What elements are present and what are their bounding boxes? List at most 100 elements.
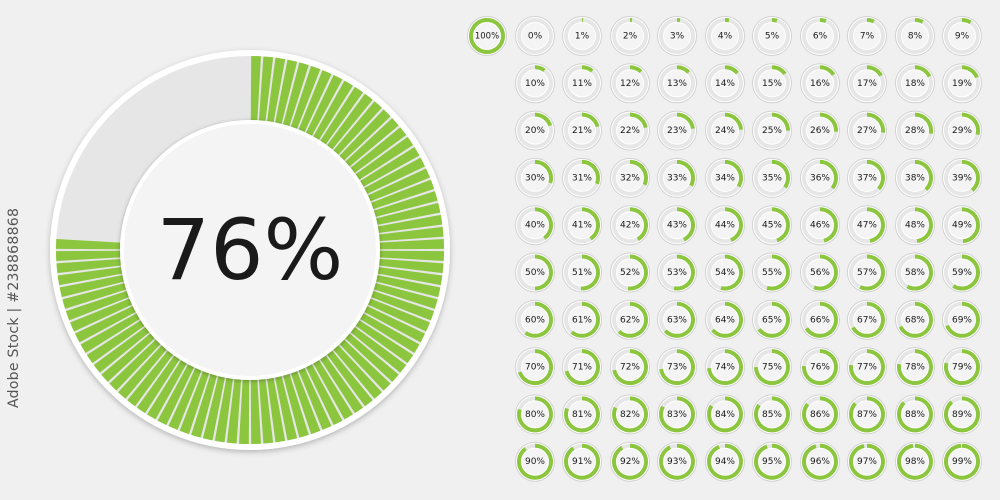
big-indicator-segment — [358, 147, 420, 188]
big-indicator-segment — [136, 354, 181, 414]
indicator-fill — [535, 207, 553, 240]
big-indicator-segment — [168, 366, 203, 430]
indicator-fill — [962, 159, 980, 192]
big-indicator-segment — [202, 374, 226, 441]
percentage-indicator: 74% — [705, 347, 745, 388]
percentage-indicator: 42% — [610, 205, 650, 246]
percentage-indicator: 71% — [562, 347, 602, 388]
indicator-fill — [772, 207, 790, 243]
big-percentage-indicator: 76% — [50, 50, 450, 450]
big-indicator-segment — [366, 297, 430, 332]
percentage-indicator: 60% — [515, 299, 555, 340]
percentage-indicator: 10% — [515, 63, 555, 104]
indicator-center — [758, 353, 786, 382]
big-indicator-segment — [239, 377, 250, 444]
percentage-indicator: 7% — [847, 16, 887, 56]
indicator-label: 25% — [762, 126, 782, 136]
indicator-center — [758, 400, 786, 429]
indicator-center — [758, 163, 786, 192]
indicator-label: 60% — [525, 315, 545, 325]
indicator-center — [711, 400, 739, 429]
indicator-fill — [725, 207, 743, 242]
indicator-center — [521, 22, 549, 50]
indicator-center — [663, 163, 691, 192]
indicator-center — [663, 258, 691, 287]
indicator-center — [711, 69, 739, 98]
percentage-indicator: 50% — [515, 252, 555, 293]
percentage-indicator: 39% — [942, 157, 982, 198]
indicator-fill — [820, 207, 839, 243]
indicator-label: 82% — [620, 410, 640, 420]
big-indicator-segment — [290, 369, 321, 435]
percentage-indicator: 70% — [515, 347, 555, 388]
big-indicator-segment — [375, 266, 443, 286]
indicator-label: 90% — [525, 457, 545, 467]
percentage-indicator: 26% — [800, 110, 840, 151]
big-indicator-segment — [147, 358, 188, 420]
indicator-center — [758, 305, 786, 334]
big-indicator-segment — [101, 332, 157, 382]
indicator-label: 56% — [810, 268, 830, 278]
indicator-center — [663, 69, 691, 98]
percentage-indicator: 81% — [562, 394, 602, 435]
big-indicator-segment — [86, 319, 146, 364]
percentage-indicator: 61% — [562, 299, 602, 340]
big-indicator-segment — [362, 305, 426, 343]
percentage-indicator: 40% — [515, 205, 555, 246]
big-indicator-segment — [343, 118, 399, 168]
indicator-fill — [535, 112, 553, 127]
indicator-center — [806, 116, 834, 145]
indicator-label: 75% — [762, 363, 782, 373]
indicator-label: 13% — [667, 79, 687, 89]
indicator-label: 15% — [762, 79, 782, 89]
indicator-label: 54% — [715, 268, 735, 278]
percentage-indicator: 59% — [942, 252, 982, 293]
indicator-label: 62% — [620, 315, 640, 325]
indicator-label: 53% — [667, 268, 687, 278]
percentage-indicator: 78% — [895, 347, 935, 388]
indicator-label: 63% — [667, 315, 687, 325]
percentage-indicator: 100% — [467, 16, 507, 56]
big-indicator-segment — [274, 59, 298, 126]
indicator-label: 81% — [572, 410, 592, 420]
big-indicator-segment — [290, 65, 321, 131]
indicator-center — [948, 305, 976, 334]
percentage-indicator: 33% — [657, 157, 697, 198]
percentage-indicator: 35% — [752, 157, 792, 198]
big-indicator-segment — [266, 375, 286, 443]
indicator-center — [521, 69, 549, 98]
indicator-label: 76% — [810, 363, 830, 373]
indicator-label: 5% — [765, 32, 780, 42]
indicator-fill — [677, 207, 695, 242]
indicator-label: 99% — [952, 457, 972, 467]
percentage-indicator: 57% — [847, 252, 887, 293]
indicator-label: 91% — [572, 457, 592, 467]
big-indicator-segment — [258, 377, 274, 444]
indicator-center — [616, 22, 644, 50]
percentage-indicator: 95% — [752, 441, 792, 482]
indicator-label: 64% — [715, 315, 735, 325]
indicator-label: 34% — [715, 173, 735, 183]
indicator-fill — [915, 207, 933, 244]
indicator-center — [663, 305, 691, 334]
indicator-center — [853, 22, 881, 50]
indicator-center — [568, 163, 596, 192]
indicator-center — [616, 163, 644, 192]
big-indicator-segment — [312, 358, 353, 420]
indicator-label: 59% — [952, 268, 972, 278]
indicator-center — [853, 211, 881, 240]
indicator-center — [853, 258, 881, 287]
indicator-label: 92% — [620, 457, 640, 467]
indicator-center — [711, 22, 739, 50]
indicator-fill — [962, 207, 980, 244]
percentage-indicator: 17% — [847, 63, 887, 104]
percentage-indicator: 38% — [895, 157, 935, 198]
indicator-label: 35% — [762, 173, 782, 183]
indicator-fill — [725, 18, 730, 23]
indicator-label: 50% — [525, 268, 545, 278]
big-indicator-segment — [56, 239, 123, 250]
indicator-label: 26% — [810, 126, 830, 136]
indicator-label: 21% — [572, 126, 592, 136]
indicator-center — [568, 305, 596, 334]
percentage-indicator: 44% — [705, 205, 745, 246]
